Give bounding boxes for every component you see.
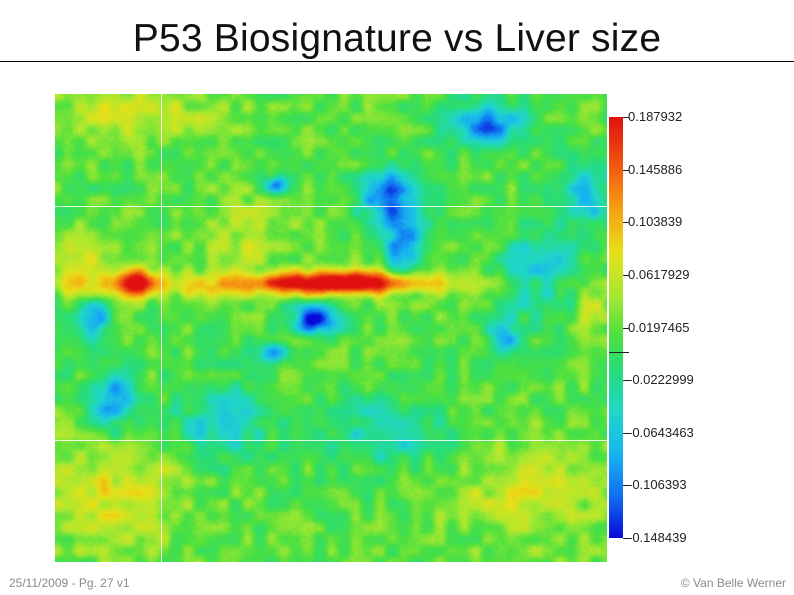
colorbar-zero-marker <box>609 352 629 353</box>
colorbar-tick-mark <box>623 328 629 329</box>
colorbar-tick-label: -0.0222999 <box>628 372 694 387</box>
heatmap-image <box>55 94 607 562</box>
colorbar-tick-label: 0.145886 <box>628 162 683 177</box>
footer-date-page: 25/11/2009 - Pg. 27 v1 <box>9 576 130 590</box>
grid-line-vertical <box>161 94 162 562</box>
colorbar-tick-label: 0.103839 <box>628 214 683 229</box>
colorbar-tick-label: -0.0643463 <box>628 425 694 440</box>
grid-line-horizontal <box>55 206 607 207</box>
colorbar-tick-label: -0.106393 <box>628 477 687 492</box>
heatmap-plot <box>55 94 607 562</box>
colorbar-tick-mark <box>623 170 629 171</box>
colorbar <box>609 117 623 538</box>
colorbar-tick-mark <box>623 538 629 539</box>
colorbar-tick-mark <box>623 275 629 276</box>
colorbar-tick-label: -0.148439 <box>628 530 687 545</box>
colorbar-tick-mark <box>623 485 629 486</box>
footer-copyright: © Van Belle Werner <box>680 576 786 590</box>
colorbar-tick-mark <box>623 222 629 223</box>
colorbar-tick-label: 0.0197465 <box>628 320 690 335</box>
slide-title: P53 Biosignature vs Liver size <box>132 17 662 60</box>
colorbar-tick-label: 0.0617929 <box>628 267 690 282</box>
colorbar-tick-label: 0.187932 <box>628 109 683 124</box>
grid-line-horizontal <box>55 440 607 441</box>
colorbar-tick-mark <box>623 380 629 381</box>
title-divider <box>0 61 794 62</box>
colorbar-tick-mark <box>623 117 629 118</box>
colorbar-tick-mark <box>623 433 629 434</box>
